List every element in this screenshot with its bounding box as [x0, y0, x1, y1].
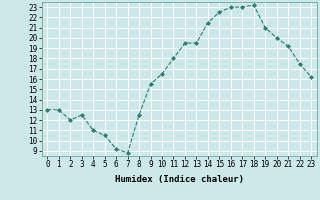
X-axis label: Humidex (Indice chaleur): Humidex (Indice chaleur)	[115, 175, 244, 184]
